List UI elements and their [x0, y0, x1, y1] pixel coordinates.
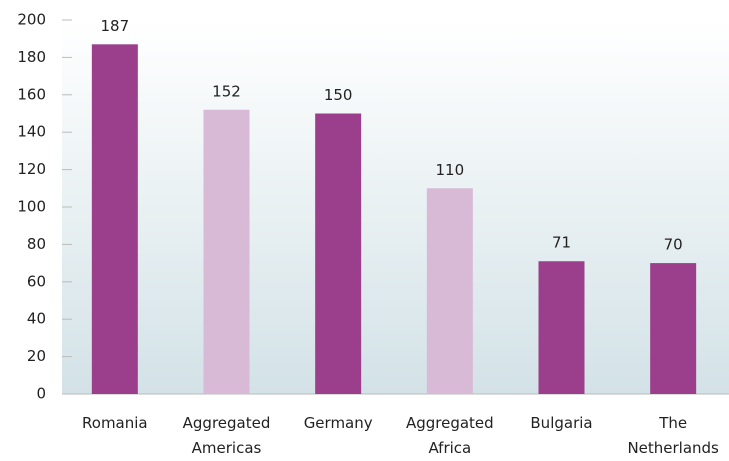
y-tick-label: 80	[27, 235, 46, 253]
bar	[91, 44, 138, 395]
y-tick-label: 0	[36, 385, 46, 403]
x-tick-label: Bulgaria	[530, 414, 592, 432]
y-tick-label: 180	[17, 48, 46, 66]
bar	[426, 188, 473, 394]
x-tick-label: Aggregated Americas	[183, 414, 271, 457]
value-label: 187	[101, 17, 130, 35]
value-label: 152	[212, 82, 241, 100]
y-tick-label: 140	[17, 123, 46, 141]
x-tick-label: Romania	[82, 414, 148, 432]
value-label: 110	[436, 161, 465, 179]
plot-area	[62, 20, 729, 394]
bar	[538, 261, 585, 394]
y-tick-label: 200	[17, 11, 46, 29]
x-tick-label: Aggregated Africa	[406, 414, 494, 457]
y-tick-label: 100	[17, 198, 46, 216]
value-label: 150	[324, 86, 353, 104]
value-label: 71	[552, 234, 571, 252]
y-tick-label: 120	[17, 160, 46, 178]
x-tick-label: The Netherlands	[627, 414, 719, 457]
value-label: 70	[664, 236, 683, 254]
y-tick-label: 60	[27, 272, 46, 290]
y-tick-label: 40	[27, 310, 46, 328]
bar	[203, 109, 250, 394]
x-tick-label: Germany	[304, 414, 373, 432]
y-tick-label: 20	[27, 347, 46, 365]
bar	[650, 263, 697, 394]
y-tick-label: 160	[17, 85, 46, 103]
bar	[315, 113, 362, 394]
